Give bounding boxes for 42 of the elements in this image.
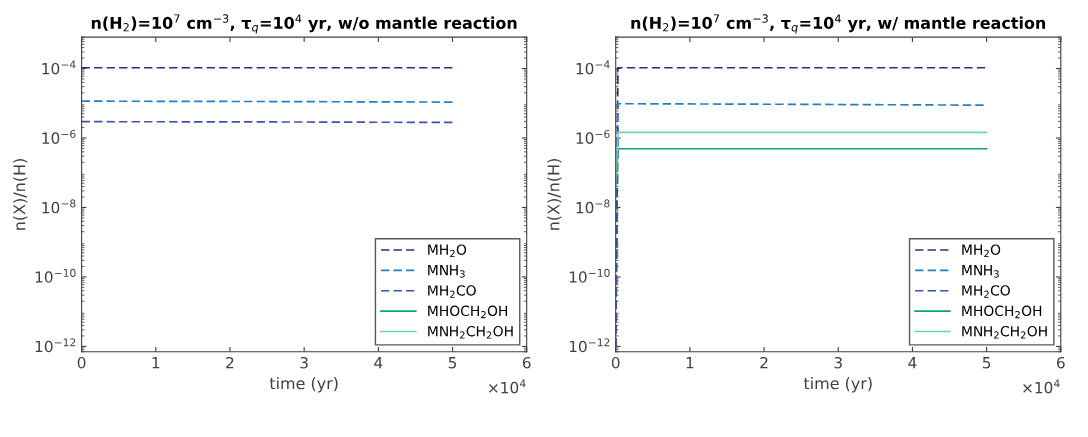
y-tick-label: 10$^{−4}$: [42, 60, 76, 75]
y-tick-label: 10$^{−8}$: [576, 199, 610, 214]
x-tick-label: 0: [77, 356, 86, 369]
legend-label: MH$_{2}$CO: [428, 285, 476, 298]
x-tick-label: 3: [834, 356, 842, 369]
legend-label: MHOCH$_{2}$OH: [962, 305, 1042, 319]
chart-title: n(H$_{2}$)=10$^{7}$ cm$^{−3}$, τ$_{q}$=10$^{4}$ yr, w/ mantle reaction: [631, 14, 1046, 34]
x-axis-title: time (yr): [803, 376, 872, 393]
y-tick-label: 10$^{−10}$: [569, 268, 610, 283]
y-tick-label: 10$^{−10}$: [35, 268, 76, 283]
x-tick-label: 6: [1057, 356, 1065, 369]
x-tick-label: 6: [522, 356, 531, 369]
legend-label: MH$_{2}$CO: [962, 285, 1010, 298]
y-tick-label: 10$^{−12}$: [35, 338, 76, 353]
x-axis-title: time (yr): [269, 376, 338, 393]
legend-label: MNH$_{3}$: [428, 265, 465, 278]
legend-label: MNH$_{3}$: [962, 265, 999, 278]
text: ×10$^{4}$: [1023, 379, 1060, 394]
legend-label: MNH$_{2}$CH$_{2}$OH: [428, 325, 513, 339]
y-tick-label: 10$^{−6}$: [576, 129, 610, 144]
legend-label: MH$_{2}$O: [962, 244, 1001, 258]
x-tick-label: 4: [374, 357, 383, 369]
y-tick-label: 10$^{−12}$: [569, 338, 610, 353]
text: ×10$^{4}$: [489, 379, 526, 394]
y-tick-label: 10$^{−8}$: [42, 199, 76, 214]
legend-label: MNH$_{2}$CH$_{2}$OH: [962, 325, 1047, 339]
x-tick-label: 2: [760, 356, 768, 369]
x-tick-label: 1: [686, 357, 694, 369]
y-axis-title: n(X)/n(H): [13, 159, 28, 230]
y-axis-title: n(X)/n(H): [547, 159, 562, 230]
x-tick-label: 1: [152, 357, 160, 369]
x-tick-label: 5: [982, 357, 991, 369]
x-tick-label: 0: [611, 356, 620, 369]
legend-label: MHOCH$_{2}$OH: [428, 305, 508, 319]
y-tick-label: 10$^{−4}$: [576, 60, 610, 75]
x-tick-label: 3: [300, 356, 308, 369]
chart-title: n(H$_{2}$)=10$^{7}$ cm$^{−3}$, τ$_{q}$=10$^{4}$ yr, w/o mantle reaction: [91, 14, 517, 34]
y-tick-label: 10$^{−6}$: [42, 129, 76, 144]
legend-label: MH$_{2}$O: [428, 244, 467, 258]
x-tick-label: 5: [448, 357, 457, 369]
x-tick-label: 4: [908, 357, 917, 369]
x-tick-label: 2: [226, 356, 234, 369]
